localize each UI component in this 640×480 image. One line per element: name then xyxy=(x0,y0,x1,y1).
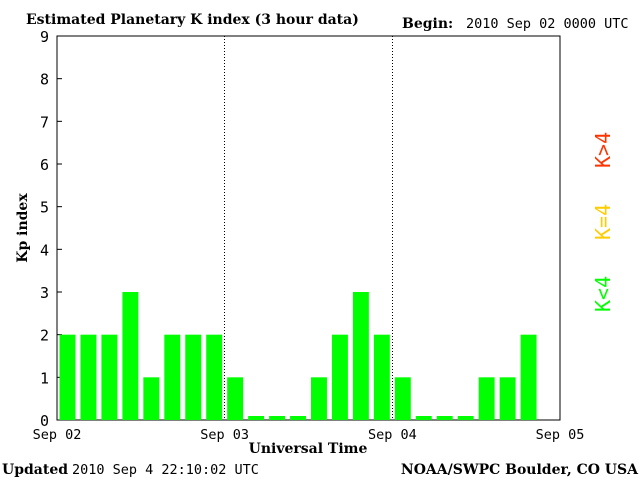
kp-bar xyxy=(80,334,97,420)
kp-bar xyxy=(248,416,265,420)
x-tick-label: Sep 03 xyxy=(200,427,249,443)
y-axis-label: Kp index xyxy=(15,193,31,263)
chart-title: Estimated Planetary K index (3 hour data… xyxy=(26,12,359,28)
y-tick-label: 8 xyxy=(40,71,49,89)
kp-bar xyxy=(206,334,223,420)
x-axis-label: Universal Time xyxy=(249,441,368,457)
kp-bar xyxy=(457,416,474,420)
x-tick-label: Sep 04 xyxy=(368,427,417,443)
kp-bar xyxy=(101,334,118,420)
begin-label: Begin: xyxy=(402,16,453,32)
kp-bar xyxy=(394,377,411,420)
y-tick-label: 6 xyxy=(40,156,49,174)
x-tick-label: Sep 05 xyxy=(536,427,585,443)
bar-series xyxy=(59,292,537,420)
legend-mid: K=4 xyxy=(591,204,615,240)
kp-bar xyxy=(352,292,369,420)
y-tick-label: 1 xyxy=(40,369,49,387)
kp-bar xyxy=(311,377,327,420)
updated-label: Updated xyxy=(2,462,68,478)
y-tick-label: 3 xyxy=(40,284,49,302)
kp-bar xyxy=(185,334,202,420)
kp-bar xyxy=(143,377,160,420)
kp-bar xyxy=(269,416,286,420)
plot-frame xyxy=(56,35,561,421)
kp-bar xyxy=(122,292,139,420)
kp-bar xyxy=(331,334,348,420)
legend-high: K>4 xyxy=(591,132,615,168)
y-tick-label: 0 xyxy=(40,412,49,430)
kp-bar xyxy=(499,377,516,420)
x-axis-ticks: Sep 02 Sep 03 Sep 04 Sep 05 xyxy=(33,427,585,443)
updated-value: 2010 Sep 4 22:10:02 UTC xyxy=(72,462,259,478)
kp-bar xyxy=(164,334,181,420)
source-credit: NOAA/SWPC Boulder, CO USA xyxy=(401,462,639,478)
y-tick-label: 4 xyxy=(40,241,49,259)
y-tick-label: 9 xyxy=(40,28,49,46)
kp-bar xyxy=(520,334,537,420)
y-tick-label: 7 xyxy=(40,113,49,131)
x-tick-label: Sep 02 xyxy=(33,427,82,443)
legend-low: K<4 xyxy=(591,276,615,312)
kp-bar xyxy=(373,334,390,420)
kp-bar xyxy=(436,416,453,420)
kp-bar xyxy=(59,334,76,420)
y-axis-ticks: 0 1 2 3 4 5 6 7 8 9 xyxy=(40,28,62,430)
kp-bar xyxy=(478,377,495,420)
kp-bar xyxy=(415,416,432,420)
y-tick-label: 2 xyxy=(40,327,49,345)
begin-value: 2010 Sep 02 0000 UTC xyxy=(466,16,629,32)
y-tick-label: 5 xyxy=(40,199,49,217)
kp-bar xyxy=(290,416,306,420)
kp-bar xyxy=(227,377,244,420)
